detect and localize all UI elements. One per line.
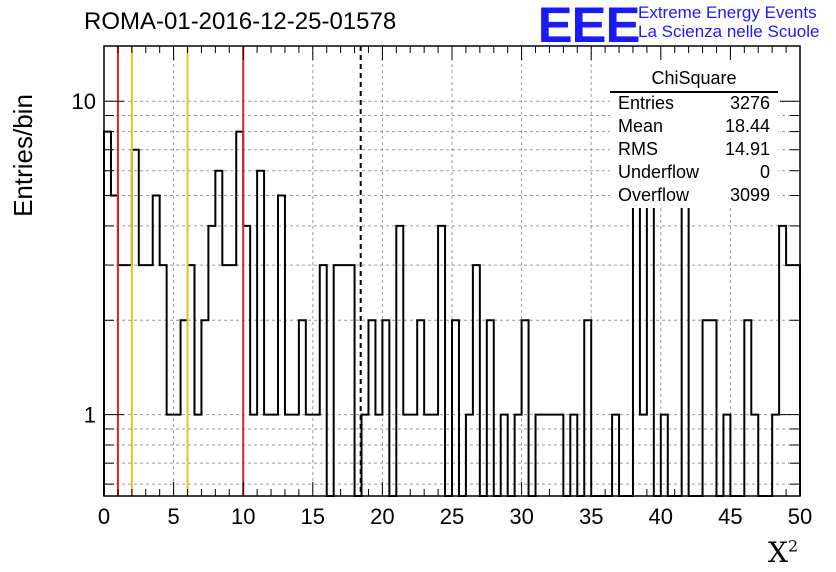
y-tick-label: 10 (72, 89, 96, 114)
x-tick-label: 15 (301, 504, 325, 529)
x-tick-label: 40 (649, 504, 673, 529)
x-axis-label-base: X (768, 536, 788, 569)
x-axis-label: X2 (768, 536, 798, 569)
stats-key: Overflow (618, 185, 690, 205)
x-tick-label: 20 (370, 504, 394, 529)
stats-key: Mean (618, 116, 664, 136)
x-axis-label-sup: 2 (787, 536, 799, 556)
x-tick-label: 10 (231, 504, 255, 529)
stats-value: 14.91 (724, 139, 770, 159)
eee-logo-mark: EEE (537, 0, 641, 53)
stats-value: 3276 (729, 93, 770, 113)
x-tick-label: 5 (167, 504, 179, 529)
stats-value: 0 (759, 162, 770, 182)
x-tick-label: 35 (579, 504, 603, 529)
y-axis-label: Entries/bin (7, 94, 38, 217)
stats-key: Underflow (618, 162, 700, 182)
stats-box: ChiSquare Entries 3276 Mean 18.44 RMS 14… (610, 60, 778, 208)
stats-key: Entries (618, 93, 675, 113)
x-tick-label: 30 (509, 504, 533, 529)
stats-row-overflow: Overflow 3099 (618, 185, 770, 207)
stats-value: 18.44 (724, 116, 770, 136)
stats-divider (610, 91, 778, 93)
stats-row-mean: Mean 18.44 (618, 116, 770, 138)
x-tick-label: 0 (98, 504, 110, 529)
y-axis-label-wrap: Entries/bin (2, 94, 38, 217)
stats-row-entries: Entries 3276 (618, 93, 770, 115)
logo-line-2: La Scienza nelle Scuole (638, 22, 820, 41)
stats-key: RMS (618, 139, 658, 159)
stats-value: 3099 (729, 185, 770, 205)
stats-row-underflow: Underflow 0 (618, 162, 770, 184)
chart-title: ROMA-01-2016-12-25-01578 (84, 8, 397, 35)
stats-row-rms: RMS 14.91 (618, 139, 770, 161)
logo-line-1: Extreme Energy Events (638, 3, 817, 22)
x-tick-label: 25 (440, 504, 464, 529)
x-tick-label: 45 (718, 504, 742, 529)
stats-title: ChiSquare (651, 68, 737, 88)
y-tick-label: 1 (84, 403, 96, 428)
x-tick-label: 50 (788, 504, 812, 529)
